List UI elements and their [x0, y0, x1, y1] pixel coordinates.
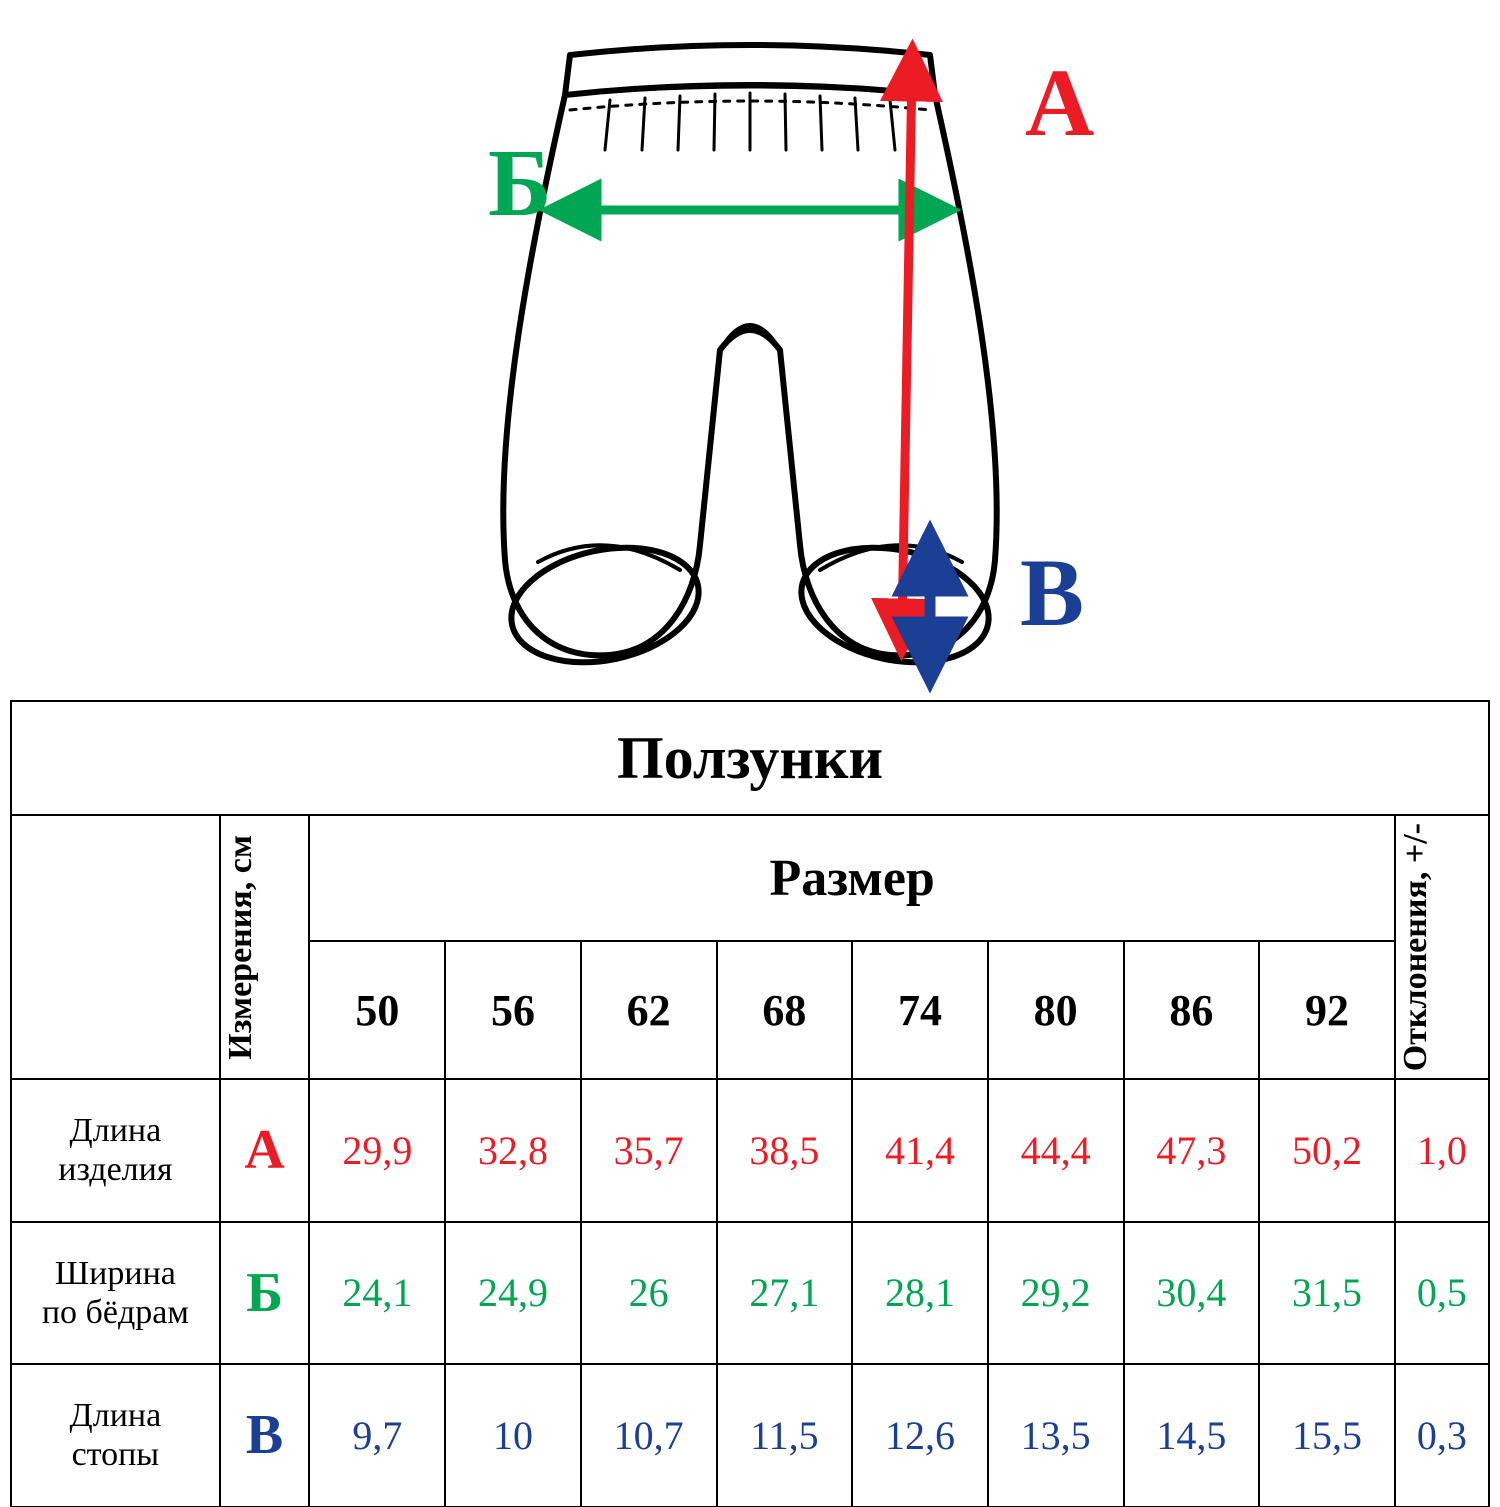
- size-col: 92: [1259, 941, 1395, 1079]
- measurements-header: Измерения, см: [220, 815, 310, 1079]
- value-cell: 44,4: [988, 1079, 1124, 1221]
- row-letter: Б: [220, 1222, 310, 1364]
- deviation-cell: 0,3: [1395, 1364, 1489, 1506]
- deviation-header: Отклонения, +/-: [1395, 815, 1489, 1079]
- value-cell: 38,5: [717, 1079, 853, 1221]
- value-cell: 10,7: [581, 1364, 717, 1506]
- diagram-svg: Б А В: [250, 0, 1250, 700]
- table-title: Ползунки: [11, 701, 1489, 815]
- table-row: ДлинаизделияА29,932,835,738,541,444,447,…: [11, 1079, 1489, 1221]
- deviation-cell: 1,0: [1395, 1079, 1489, 1221]
- label-b: Б: [488, 129, 551, 236]
- value-cell: 30,4: [1124, 1222, 1260, 1364]
- size-col: 56: [445, 941, 581, 1079]
- table-row: ДлинастопыВ9,71010,711,512,613,514,515,5…: [11, 1364, 1489, 1506]
- value-cell: 9,7: [309, 1364, 445, 1506]
- row-name: Длинаизделия: [11, 1079, 220, 1221]
- size-col: 50: [309, 941, 445, 1079]
- value-cell: 29,2: [988, 1222, 1124, 1364]
- value-cell: 12,6: [852, 1364, 988, 1506]
- value-cell: 41,4: [852, 1079, 988, 1221]
- value-cell: 27,1: [717, 1222, 853, 1364]
- value-cell: 13,5: [988, 1364, 1124, 1506]
- deviation-cell: 0,5: [1395, 1222, 1489, 1364]
- value-cell: 35,7: [581, 1079, 717, 1221]
- table-row: Ширинапо бёдрамБ24,124,92627,128,129,230…: [11, 1222, 1489, 1364]
- value-cell: 14,5: [1124, 1364, 1260, 1506]
- value-cell: 28,1: [852, 1222, 988, 1364]
- size-table: Ползунки Измерения, см Размер Отклонения…: [10, 700, 1490, 1482]
- row-letter: В: [220, 1364, 310, 1506]
- label-a: А: [1025, 49, 1094, 156]
- row-name: Ширинапо бёдрам: [11, 1222, 220, 1364]
- size-col: 68: [717, 941, 853, 1079]
- size-col: 80: [988, 941, 1124, 1079]
- value-cell: 10: [445, 1364, 581, 1506]
- row-name: Длинастопы: [11, 1364, 220, 1506]
- value-cell: 29,9: [309, 1079, 445, 1221]
- value-cell: 15,5: [1259, 1364, 1395, 1506]
- size-col: 74: [852, 941, 988, 1079]
- value-cell: 32,8: [445, 1079, 581, 1221]
- size-col: 62: [581, 941, 717, 1079]
- header-row-1: Измерения, см Размер Отклонения, +/-: [11, 815, 1489, 941]
- value-cell: 11,5: [717, 1364, 853, 1506]
- title-row: Ползунки: [11, 701, 1489, 815]
- value-cell: 50,2: [1259, 1079, 1395, 1221]
- sizes-header: Размер: [309, 815, 1394, 941]
- value-cell: 24,9: [445, 1222, 581, 1364]
- label-v: В: [1020, 539, 1084, 646]
- garment-diagram: Б А В: [10, 0, 1490, 700]
- value-cell: 31,5: [1259, 1222, 1395, 1364]
- size-col: 86: [1124, 941, 1260, 1079]
- value-cell: 26: [581, 1222, 717, 1364]
- row-letter: А: [220, 1079, 310, 1221]
- blank-header: [11, 815, 220, 1079]
- value-cell: 47,3: [1124, 1079, 1260, 1221]
- value-cell: 24,1: [309, 1222, 445, 1364]
